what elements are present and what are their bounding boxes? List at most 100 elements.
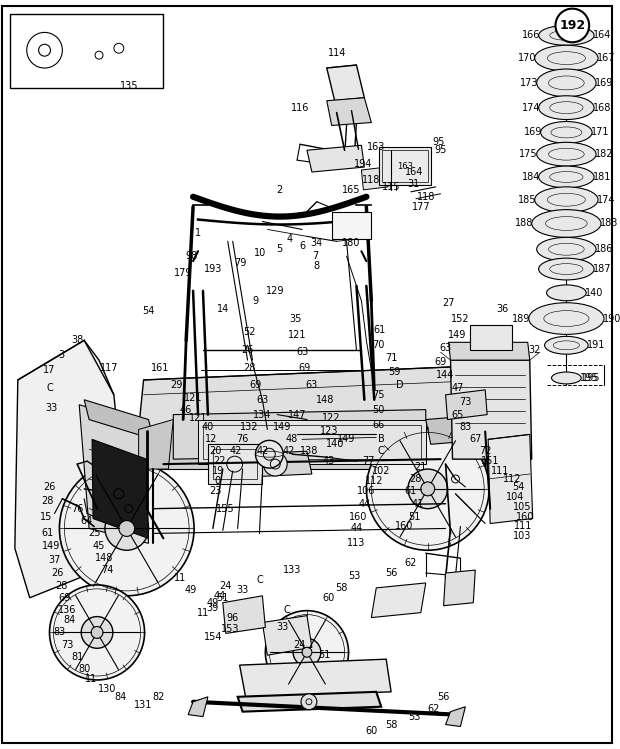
Text: 22: 22	[213, 456, 226, 466]
Text: 149: 149	[448, 330, 467, 340]
Text: 24: 24	[293, 640, 305, 650]
Ellipse shape	[529, 303, 604, 334]
Text: 154: 154	[203, 632, 222, 643]
Text: 10: 10	[254, 248, 267, 258]
Ellipse shape	[539, 258, 594, 280]
Text: 3: 3	[58, 351, 64, 360]
Text: 47: 47	[451, 383, 464, 393]
Text: 26: 26	[51, 568, 64, 578]
Text: 113: 113	[347, 539, 366, 548]
Text: 19: 19	[211, 466, 224, 476]
Polygon shape	[79, 404, 149, 543]
Text: 33: 33	[45, 403, 58, 413]
Text: 32: 32	[528, 345, 541, 355]
Bar	[471, 326, 512, 351]
Text: 66: 66	[372, 419, 384, 429]
Text: 65: 65	[451, 410, 464, 419]
Text: 164: 164	[593, 31, 611, 40]
Text: 121: 121	[184, 392, 202, 403]
Polygon shape	[139, 429, 485, 469]
Polygon shape	[223, 595, 265, 634]
Text: 64: 64	[80, 515, 92, 526]
Text: 69: 69	[58, 592, 71, 603]
Circle shape	[302, 647, 312, 657]
Text: 59: 59	[388, 367, 401, 377]
Text: 14: 14	[216, 303, 229, 314]
Polygon shape	[239, 659, 391, 697]
Text: 102: 102	[372, 466, 391, 476]
Text: 17: 17	[43, 365, 56, 375]
Text: 105: 105	[513, 502, 531, 512]
Text: 20: 20	[210, 446, 222, 456]
Ellipse shape	[547, 285, 586, 301]
Text: 70: 70	[372, 340, 384, 351]
Bar	[379, 148, 431, 185]
Text: 42: 42	[229, 446, 242, 456]
Text: 163: 163	[397, 162, 413, 171]
Ellipse shape	[552, 372, 581, 384]
Text: 45: 45	[93, 542, 105, 551]
Text: 115: 115	[382, 182, 401, 192]
Text: 26: 26	[241, 345, 254, 355]
Text: 58: 58	[335, 583, 348, 593]
Text: 130: 130	[98, 684, 116, 694]
Ellipse shape	[541, 121, 592, 143]
Text: 81: 81	[71, 652, 83, 662]
Text: 132: 132	[241, 422, 259, 432]
Bar	[10, 13, 164, 88]
Text: 181: 181	[593, 172, 611, 182]
Text: 28: 28	[410, 474, 422, 484]
Text: 147: 147	[288, 410, 306, 419]
Text: 95: 95	[435, 145, 447, 155]
Text: 83: 83	[53, 628, 66, 637]
Text: 80: 80	[78, 664, 91, 674]
Circle shape	[119, 521, 135, 536]
Polygon shape	[92, 440, 149, 539]
Text: 133: 133	[283, 565, 301, 575]
Text: 34: 34	[311, 238, 323, 249]
Text: 116: 116	[291, 103, 309, 112]
Text: 60: 60	[365, 727, 378, 736]
Text: 53: 53	[408, 712, 420, 721]
Text: 41: 41	[412, 499, 424, 509]
Text: 148: 148	[316, 395, 334, 404]
Text: 61: 61	[405, 486, 417, 496]
Text: 173: 173	[520, 78, 538, 88]
Circle shape	[421, 482, 435, 496]
Polygon shape	[488, 434, 533, 524]
Ellipse shape	[544, 336, 588, 354]
Text: 48: 48	[286, 434, 298, 444]
Text: 112: 112	[365, 476, 384, 486]
Text: 26: 26	[43, 482, 56, 492]
Polygon shape	[446, 389, 487, 419]
Text: 63: 63	[296, 348, 308, 357]
Text: 11: 11	[197, 607, 209, 618]
Text: 29: 29	[170, 380, 182, 390]
Text: 56: 56	[385, 568, 397, 578]
Text: 46: 46	[180, 404, 192, 415]
Text: eReplacementParts.com: eReplacementParts.com	[194, 432, 380, 447]
Text: 82: 82	[153, 692, 165, 702]
Text: 31: 31	[408, 179, 420, 189]
Text: C: C	[46, 383, 53, 393]
Text: 192: 192	[559, 19, 585, 32]
Text: 182: 182	[595, 149, 613, 160]
Bar	[382, 151, 428, 182]
Text: 58: 58	[385, 720, 397, 730]
Polygon shape	[361, 167, 388, 189]
Text: 165: 165	[342, 185, 361, 195]
Text: 152: 152	[451, 314, 470, 324]
Text: 73: 73	[61, 640, 74, 650]
Text: 49: 49	[206, 598, 219, 607]
Ellipse shape	[537, 237, 596, 261]
Text: 98: 98	[185, 251, 197, 261]
Text: 114: 114	[327, 48, 346, 58]
Polygon shape	[139, 419, 173, 469]
Text: 74: 74	[101, 565, 113, 575]
Ellipse shape	[537, 69, 596, 97]
Polygon shape	[173, 410, 426, 459]
Text: 163: 163	[367, 142, 386, 152]
Text: 9: 9	[252, 296, 259, 306]
Polygon shape	[237, 692, 381, 712]
Text: 36: 36	[496, 303, 508, 314]
